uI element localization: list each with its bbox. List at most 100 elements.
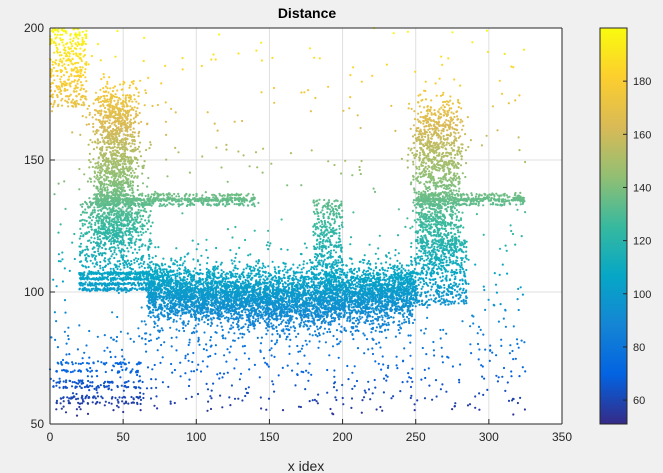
scatter-point [191, 305, 194, 308]
scatter-point [224, 280, 227, 283]
scatter-point [362, 273, 366, 276]
scatter-point [306, 262, 309, 265]
scatter-point [271, 277, 274, 280]
scatter-point [199, 272, 202, 275]
scatter-point [335, 302, 338, 305]
scatter-point [211, 274, 214, 277]
scatter-point [175, 308, 178, 311]
scatter-point [216, 317, 219, 320]
scatter-point [205, 310, 208, 313]
scatter-point [169, 304, 172, 308]
scatter-point [308, 333, 311, 336]
scatter-point [284, 325, 287, 328]
scatter-point [375, 280, 378, 283]
scatter-point [252, 315, 255, 318]
scatter-point [385, 312, 388, 315]
scatter-point [319, 310, 322, 313]
scatter-point [337, 294, 340, 297]
scatter-point [343, 300, 346, 303]
scatter-point [236, 278, 239, 281]
scatter-point [319, 305, 322, 308]
scatter-point [156, 309, 159, 312]
scatter-point [383, 286, 386, 289]
scatter-point [292, 292, 295, 295]
scatter-point [195, 330, 198, 333]
scatter-point [251, 285, 254, 288]
scatter-point [357, 283, 360, 286]
scatter-point [178, 276, 181, 279]
scatter-point [297, 300, 301, 303]
scatter-point [247, 308, 250, 311]
scatter-point [214, 331, 217, 334]
scatter-point [355, 281, 358, 284]
scatter-point [296, 307, 299, 310]
scatter-point [390, 291, 393, 294]
scatter-point [246, 290, 249, 293]
scatter-point [288, 333, 291, 336]
scatter-point [183, 296, 186, 299]
scatter-point [149, 266, 152, 269]
scatter-point [366, 276, 369, 279]
scatter-point [301, 304, 304, 307]
scatter-point [288, 291, 291, 294]
scatter-point [379, 307, 383, 310]
scatter-point [397, 267, 401, 270]
scatter-point [389, 299, 392, 302]
scatter-point [345, 276, 348, 279]
scatter-point [365, 298, 368, 301]
scatter-point [409, 287, 412, 290]
scatter-point [329, 315, 333, 318]
scatter-point [269, 312, 272, 315]
scatter-point [188, 290, 191, 293]
scatter-point [288, 310, 291, 314]
scatter-point [326, 330, 329, 334]
scatter-point [162, 300, 165, 303]
scatter-point [262, 317, 265, 320]
scatter-point [228, 280, 231, 283]
scatter-point [278, 280, 281, 283]
scatter-point [157, 292, 160, 295]
scatter-point [317, 303, 320, 306]
scatter-point [278, 335, 281, 338]
scatter-point [285, 290, 288, 293]
scatter-point [401, 291, 404, 294]
scatter-point [290, 309, 293, 312]
scatter-point [222, 314, 225, 317]
scatter-point [280, 315, 283, 319]
scatter-point [299, 285, 302, 288]
scatter-point [235, 311, 238, 314]
scatter-point [303, 302, 306, 305]
scatter-point [193, 305, 197, 308]
scatter-point [250, 272, 253, 275]
scatter-point [313, 322, 316, 325]
scatter-point [265, 289, 268, 292]
scatter-point [267, 314, 270, 317]
scatter-point [181, 283, 184, 286]
scatter-point [412, 270, 415, 273]
scatter-point [331, 345, 335, 348]
scatter-point [216, 305, 219, 308]
scatter-point [246, 300, 249, 303]
scatter-point [154, 255, 157, 258]
scatter-point [201, 312, 205, 315]
scatter-point [377, 323, 380, 326]
scatter-point [271, 333, 274, 336]
scatter-point [411, 308, 414, 311]
scatter-point [163, 287, 166, 290]
scatter-point [372, 309, 375, 312]
scatter-point [186, 298, 189, 301]
scatter-point [349, 299, 352, 302]
scatter-point [267, 317, 270, 320]
scatter-point [262, 311, 265, 314]
scatter-point [172, 318, 175, 321]
scatter-point [245, 319, 248, 322]
scatter-point [236, 272, 239, 275]
scatter-point [200, 254, 203, 257]
scatter-point [178, 267, 181, 270]
scatter-point [246, 265, 249, 268]
scatter-point [396, 286, 399, 289]
scatter-point [205, 267, 208, 270]
scatter-point [384, 294, 387, 297]
scatter-point [387, 289, 390, 293]
scatter-point [278, 276, 281, 279]
